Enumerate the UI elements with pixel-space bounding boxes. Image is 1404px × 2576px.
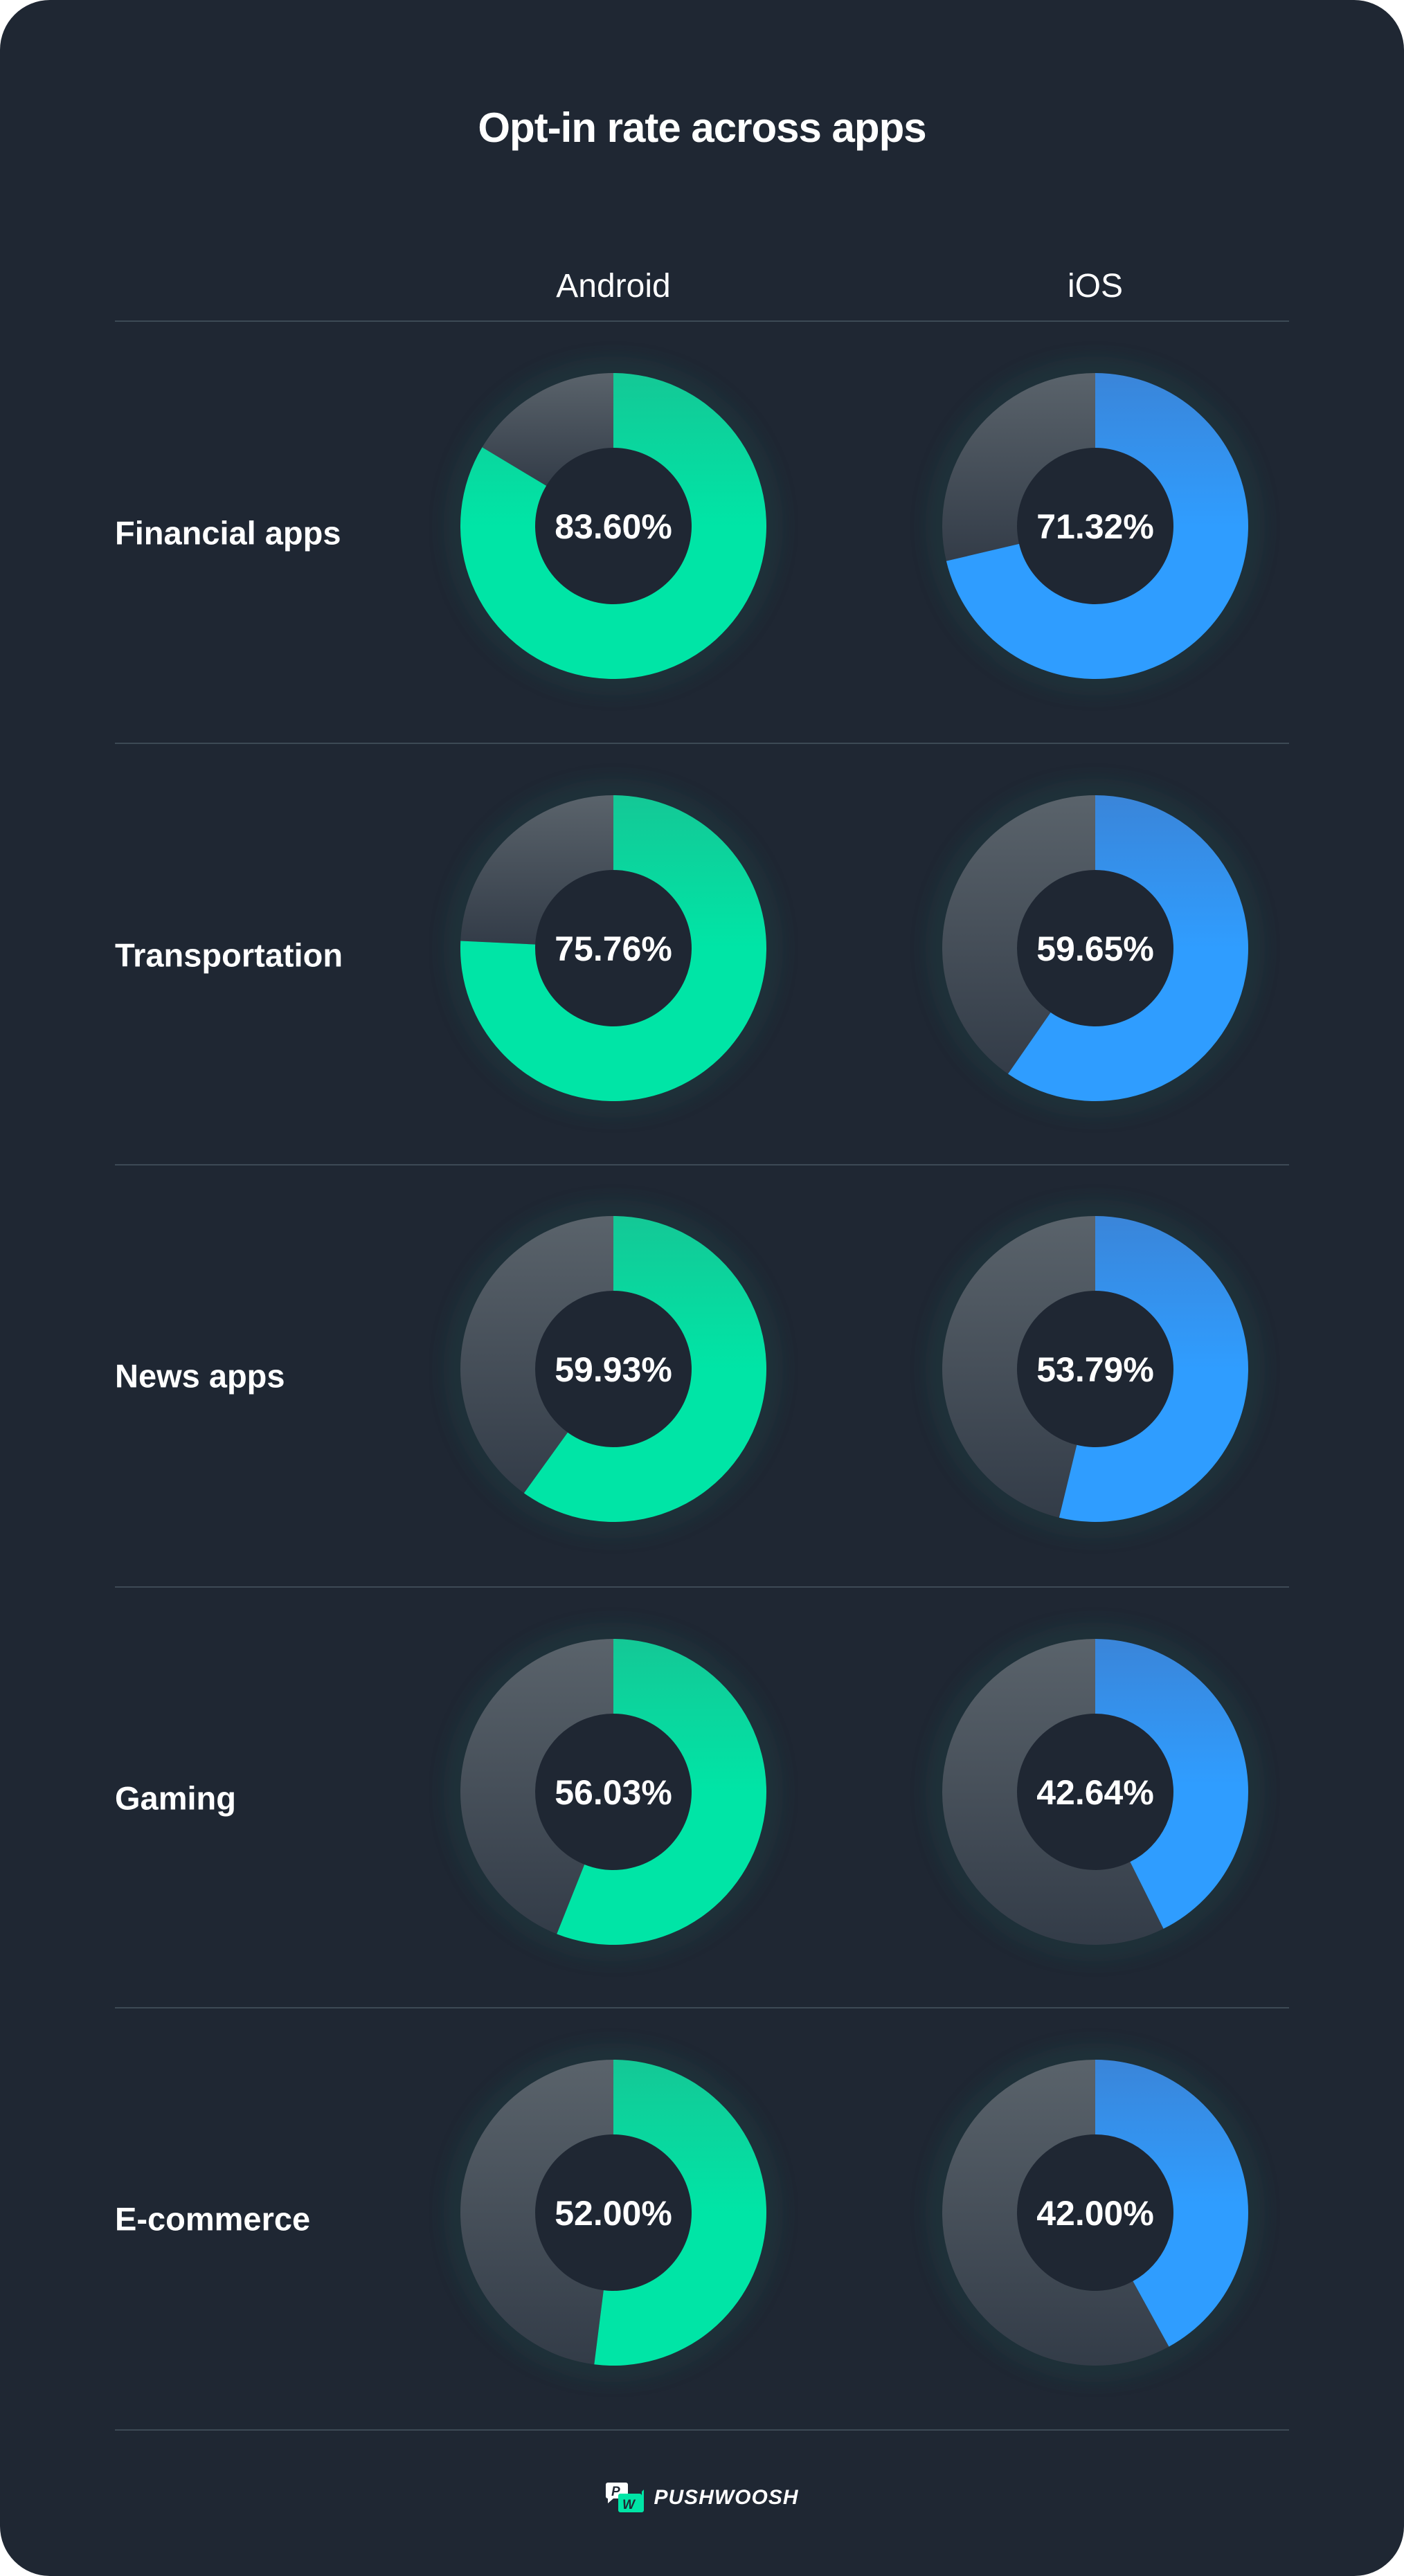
donut-value-android-1	[460, 795, 767, 1101]
divider	[115, 1586, 1289, 1588]
donut-remainder-ios-0	[942, 373, 1095, 561]
donut-remainder-ios-4	[942, 2060, 1169, 2366]
donut-value-ios-4	[1095, 2060, 1249, 2347]
donut-glow	[453, 788, 774, 1109]
donut-glow	[935, 1631, 1256, 1952]
donut-glow	[935, 1208, 1256, 1530]
donut-label: 71.32%	[1036, 507, 1154, 546]
donut-label: 83.60%	[555, 507, 672, 546]
donut-label: 56.03%	[555, 1773, 672, 1812]
divider	[115, 743, 1289, 744]
row-label-ecommerce: E-commerce	[115, 2200, 311, 2238]
donut-label: 42.00%	[1036, 2194, 1154, 2233]
row-label-financial: Financial apps	[115, 514, 341, 552]
divider	[115, 320, 1289, 322]
donut-glow	[935, 365, 1256, 687]
donut-remainder-android-3	[460, 1639, 613, 1934]
svg-text:P: P	[611, 2485, 620, 2499]
divider	[115, 2429, 1289, 2431]
row-label-news: News apps	[115, 1357, 285, 1395]
donut-remainder-android-2	[460, 1216, 613, 1494]
column-header-ios: iOS	[1067, 268, 1123, 305]
donut-value-ios-0	[946, 373, 1248, 679]
donut-label: 52.00%	[555, 2194, 672, 2233]
pushwoosh-logo-icon: P W	[606, 2483, 645, 2512]
donut-remainder-ios-3	[942, 1639, 1164, 1945]
column-header-android: Android	[556, 268, 671, 305]
donut-value-android-2	[523, 1216, 766, 1522]
donut-value-ios-3	[1095, 1639, 1248, 1929]
donut-label: 53.79%	[1036, 1350, 1154, 1389]
donut-value-ios-1	[1008, 795, 1249, 1101]
donut-label: 59.65%	[1036, 929, 1154, 968]
chart-title: Opt-in rate across apps	[478, 105, 926, 151]
row-label-transportation: Transportation	[115, 936, 343, 974]
donut-value-android-0	[460, 373, 766, 679]
svg-text:W: W	[622, 2498, 636, 2512]
divider	[115, 2007, 1289, 2008]
donut-remainder-android-1	[460, 795, 613, 945]
brand-name: PUSHWOOSH	[654, 2486, 799, 2509]
donut-remainder-android-4	[460, 2060, 613, 2365]
donut-glow	[935, 788, 1256, 1109]
row-label-gaming: Gaming	[115, 1779, 236, 1817]
donut-glow	[453, 2052, 774, 2373]
donut-value-android-3	[557, 1639, 766, 1945]
donut-label: 42.64%	[1036, 1773, 1154, 1812]
donut-remainder-android-0	[482, 373, 613, 486]
donut-remainder-ios-2	[942, 1216, 1095, 1518]
donut-value-android-4	[594, 2060, 766, 2366]
donut-label: 59.93%	[555, 1350, 672, 1389]
donut-glow	[453, 365, 774, 687]
donut-glow	[935, 2052, 1256, 2373]
divider	[115, 1164, 1289, 1165]
donut-glow	[453, 1208, 774, 1530]
donut-label: 75.76%	[555, 929, 672, 968]
donut-value-ios-2	[1059, 1216, 1249, 1523]
donut-glow	[453, 1631, 774, 1952]
pushwoosh-logo: P W PUSHWOOSH	[0, 2481, 1404, 2514]
donut-remainder-ios-1	[942, 795, 1095, 1074]
